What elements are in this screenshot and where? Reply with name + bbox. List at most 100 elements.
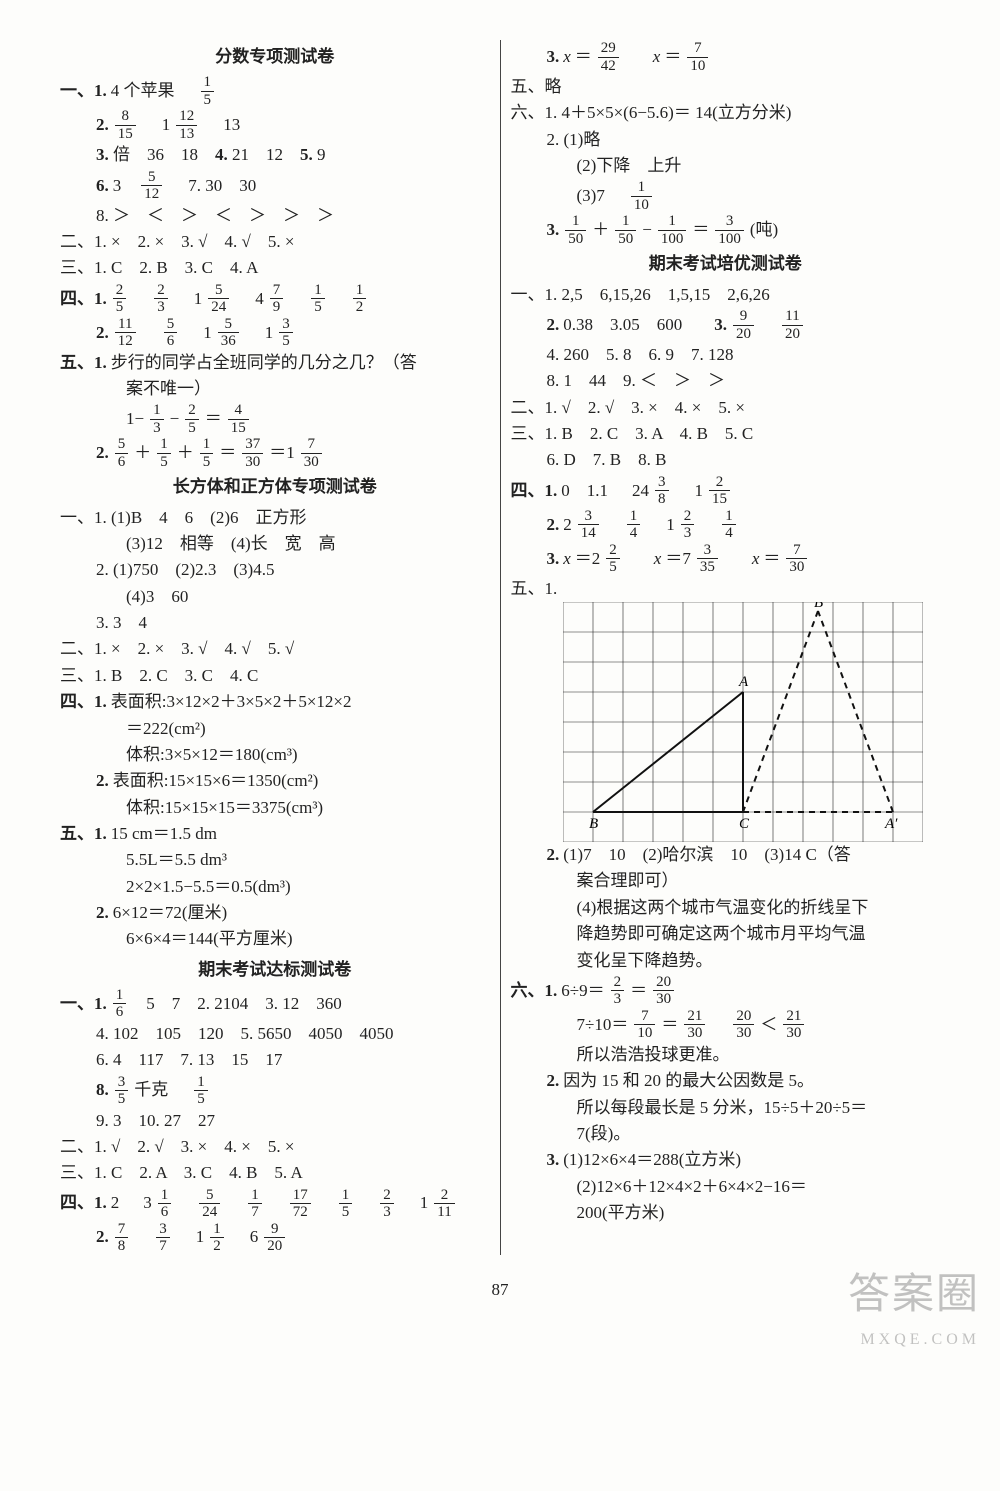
answer-line: 8. 35 千克 15 — [60, 1074, 490, 1108]
item-num: 2. — [547, 1068, 560, 1094]
answer-line: 六、1. 4＋5×5×(6−5.6)＝ 14(立方分米) — [511, 100, 941, 126]
item-num: 2. — [96, 320, 109, 346]
answer-line: 2. 因为 15 和 20 的最大公因数是 5。 — [511, 1068, 941, 1094]
item-num: 3. — [547, 44, 560, 70]
text: 降趋势即可确定这两个城市月平均气温 — [511, 921, 941, 947]
item-num: 2. — [547, 512, 560, 538]
answer-line: 2. (1)7 10 (2)哈尔滨 10 (3)14 C（答 — [511, 842, 941, 868]
answer-line: 三、1. C 2. A 3. C 4. B 5. A — [60, 1160, 490, 1186]
item-num: 2. — [547, 312, 560, 338]
svg-text:A′: A′ — [884, 816, 898, 832]
item-num: 2. — [547, 842, 560, 868]
text: 200(平方米) — [511, 1200, 941, 1226]
item-num: 五、1. — [60, 821, 107, 847]
answer-line: 2. 0.38 3.05 600 3. 920 1120 — [511, 308, 941, 342]
answer-line: 2. 78 37 112 6920 — [60, 1221, 490, 1255]
text: 7(段)。 — [511, 1121, 941, 1147]
answer-line: 8. ＞ ＜ ＞ ＜ ＞ ＞ ＞ — [60, 203, 490, 229]
item-num: 6. — [96, 173, 109, 199]
section-title: 分数专项测试卷 — [60, 44, 490, 70]
left-column: 分数专项测试卷 一、1. 4 个苹果 15 2. 815 1 1213 13 3… — [60, 40, 490, 1255]
svg-text:B: B — [589, 816, 598, 832]
answer-line: 三、1. B 2. C 3. C 4. C — [60, 663, 490, 689]
answer-line: 二、1. × 2. × 3. √ 4. √ 5. √ — [60, 636, 490, 662]
answer-line: 五、1. 15 cm＝1.5 dm — [60, 821, 490, 847]
text: (1)7 10 (2)哈尔滨 10 (3)14 C（答 — [563, 842, 851, 868]
answer-line: 3. x＝225 x＝7335 x＝730 — [511, 542, 941, 576]
answer-line: 三、1. C 2. B 3. C 4. A — [60, 255, 490, 281]
item-num: 3. — [547, 217, 560, 243]
answer-line: 2. 2314 14 123 14 — [511, 508, 941, 542]
item-num: 四、1. — [60, 689, 107, 715]
answer-line: 6. 4 117 7. 13 15 17 — [60, 1047, 490, 1073]
text: 2 — [111, 1190, 120, 1216]
answer-line: 一、1. 16 5 7 2. 2104 3. 12 360 — [60, 987, 490, 1021]
fraction: 15 — [201, 74, 215, 108]
answer-line: (3)12 相等 (4)长 宽 高 — [60, 531, 490, 557]
answer-line: 2. 6×12＝72(厘米) — [60, 900, 490, 926]
answer-line: 五、1. 步行的同学占全班同学的几分之几？（答 — [60, 350, 490, 376]
answer-line: 2. (1)略 — [511, 127, 941, 153]
answer-line: 4. 102 105 120 5. 5650 4050 4050 — [60, 1021, 490, 1047]
right-column: 3. x＝2942 x＝710 五、略 六、1. 4＋5×5×(6−5.6)＝ … — [511, 40, 941, 1255]
answer-line: 一、1. 2,5 6,15,26 1,5,15 2,6,26 — [511, 282, 941, 308]
watermark-url: MXQE.COM — [848, 1328, 980, 1353]
item-num: 四、1. — [511, 478, 558, 504]
text: 6×12＝72(厘米) — [113, 900, 227, 926]
text: 4 个苹果 — [111, 78, 175, 104]
page-number: 87 — [60, 1277, 940, 1303]
answer-line: 9. 3 10. 27 27 — [60, 1108, 490, 1134]
item-num: 3. — [714, 312, 727, 338]
text: 7. 30 30 — [188, 173, 256, 199]
answer-line: 五、略 — [511, 74, 941, 100]
text: (4)根据这两个城市气温变化的折线呈下 — [511, 895, 941, 921]
column-divider — [500, 40, 501, 1255]
text: ＝222(cm²) — [60, 716, 490, 742]
item-num: 六、1. — [511, 978, 558, 1004]
answer-line: 四、1. 2 316 524 17 1772 15 23 1211 — [60, 1187, 490, 1221]
answer-line: 3. x＝2942 x＝710 — [511, 40, 941, 74]
text: 0.38 3.05 600 — [563, 312, 682, 338]
answer-line: (4)3 60 — [60, 584, 490, 610]
answer-line: 2. 表面积:15×15×6＝1350(cm²) — [60, 768, 490, 794]
answer-line: 3. 150＋150−1100＝3100 (吨) — [511, 213, 941, 247]
answer-line: 3. 倍 36 18 4. 21 12 5. 9 — [60, 142, 490, 168]
answer-line: 一、1. 4 个苹果 15 — [60, 74, 490, 108]
answer-line: 2. 815 1 1213 13 — [60, 108, 490, 142]
item-num: 五、1. — [60, 350, 107, 376]
text: (3)7 — [577, 183, 605, 209]
answer-line: 8. 1 44 9. ＜ ＞ ＞ — [511, 368, 941, 394]
text: 1 — [162, 112, 171, 138]
text: 案不唯一） — [60, 376, 490, 402]
item-num: 2. — [96, 900, 109, 926]
text: 体积:15×15×15＝3375(cm³) — [60, 795, 490, 821]
section-title: 长方体和正方体专项测试卷 — [60, 474, 490, 500]
answer-line: 四、1. 0 1.1 2438 1215 — [511, 474, 941, 508]
watermark-text: 答案圈 — [848, 1263, 980, 1328]
item-num: 3. — [547, 1147, 560, 1173]
text: 3 — [113, 173, 122, 199]
text: 千克 — [134, 1077, 168, 1103]
answer-line: 一、1. (1)B 4 6 (2)6 正方形 — [60, 505, 490, 531]
answer-line: (3)7 110 — [511, 179, 941, 213]
text: (1)12×6×4＝288(立方米) — [563, 1147, 741, 1173]
svg-text:B′: B′ — [814, 602, 827, 611]
answer-line: 二、1. √ 2. √ 3. × 4. × 5. × — [60, 1134, 490, 1160]
answer-line: (2)下降 上升 — [511, 153, 941, 179]
answer-line: 六、1. 6÷9＝23＝2030 — [511, 974, 941, 1008]
answer-line: 二、1. √ 2. √ 3. × 4. × 5. × — [511, 395, 941, 421]
watermark: 答案圈 MXQE.COM — [848, 1263, 980, 1353]
geometry-grid: BCAA′B′ — [511, 602, 941, 842]
text: 15 cm＝1.5 dm — [111, 821, 217, 847]
text: 2×2×1.5−5.5＝0.5(dm³) — [60, 874, 490, 900]
answer-line: 1−13−25＝415 — [60, 402, 490, 436]
section-title: 期末考试培优测试卷 — [511, 251, 941, 277]
item-num: 3. — [547, 546, 560, 572]
answer-line: 四、1. 表面积:3×12×2＋3×5×2＋5×12×2 — [60, 689, 490, 715]
text: 6×6×4＝144(平方厘米) — [60, 926, 490, 952]
text: 表面积:15×15×6＝1350(cm²) — [113, 768, 319, 794]
item-num: 四、1. — [60, 286, 107, 312]
answer-line: 7÷10＝710＝2130 2030＜2130 — [511, 1008, 941, 1042]
text: 13 — [223, 112, 240, 138]
item-num: 8. — [96, 1077, 109, 1103]
